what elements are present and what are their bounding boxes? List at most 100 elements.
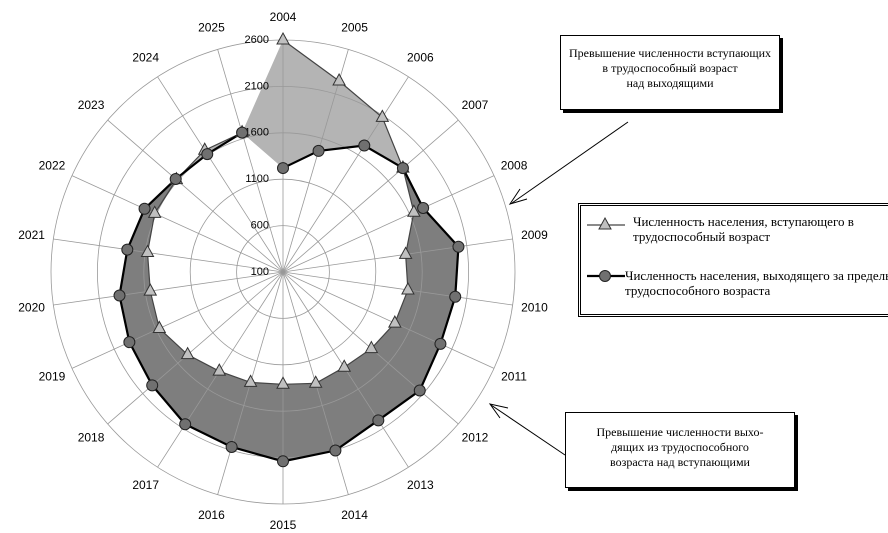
marker bbox=[123, 336, 136, 349]
category-label: 2012 bbox=[462, 431, 489, 445]
category-label: 2020 bbox=[18, 300, 45, 314]
spoke bbox=[217, 49, 284, 273]
spoke bbox=[282, 238, 513, 273]
series-line bbox=[118, 131, 460, 463]
marker bbox=[138, 202, 151, 215]
marker bbox=[449, 290, 462, 303]
category-label: 2025 bbox=[198, 20, 225, 34]
r-tick-label: 600 bbox=[251, 220, 269, 232]
marker bbox=[121, 243, 134, 256]
marker bbox=[143, 283, 158, 296]
category-label: 2009 bbox=[521, 228, 548, 242]
annotation-line: дящих из трудоспособного bbox=[611, 440, 749, 454]
spoke bbox=[282, 271, 495, 369]
marker bbox=[364, 340, 379, 354]
spoke bbox=[282, 49, 349, 273]
marker bbox=[201, 148, 214, 161]
marker bbox=[152, 320, 167, 333]
category-label: 2013 bbox=[407, 478, 434, 492]
r-tick-label: 2100 bbox=[245, 80, 269, 92]
marker bbox=[179, 418, 192, 431]
category-label: 2016 bbox=[198, 508, 225, 522]
r-tick-label: 1600 bbox=[245, 127, 269, 139]
spoke bbox=[71, 271, 284, 369]
category-label: 2004 bbox=[270, 10, 297, 24]
spoke bbox=[107, 271, 284, 425]
spoke bbox=[107, 119, 284, 273]
marker bbox=[276, 31, 290, 45]
category-label: 2006 bbox=[407, 50, 434, 64]
spoke bbox=[53, 238, 284, 273]
marker bbox=[417, 202, 430, 215]
marker bbox=[388, 315, 402, 328]
marker bbox=[398, 246, 413, 259]
marker bbox=[180, 346, 195, 360]
marker bbox=[358, 139, 371, 152]
category-label: 2021 bbox=[18, 228, 45, 242]
legend-marker bbox=[598, 216, 612, 230]
category-label: 2011 bbox=[501, 370, 527, 384]
category-label: 2010 bbox=[521, 300, 548, 314]
category-label: 2014 bbox=[341, 508, 368, 522]
marker bbox=[312, 144, 325, 157]
marker bbox=[375, 109, 390, 122]
spoke bbox=[282, 76, 409, 273]
marker bbox=[243, 374, 258, 387]
marker bbox=[225, 440, 238, 453]
arrow bbox=[490, 404, 566, 456]
r-tick-label: 2600 bbox=[245, 34, 269, 46]
legend: Численность населения, вступающего в тру… bbox=[578, 203, 888, 317]
spoke bbox=[157, 76, 284, 273]
marker bbox=[113, 289, 126, 302]
annotation-line: над выходящими bbox=[626, 76, 714, 90]
category-label: 2024 bbox=[132, 50, 159, 64]
marker bbox=[406, 204, 421, 217]
category-label: 2023 bbox=[78, 98, 105, 112]
category-label: 2015 bbox=[270, 518, 297, 532]
spoke bbox=[282, 119, 459, 273]
spoke bbox=[71, 175, 284, 273]
r-tick-label: 1100 bbox=[245, 173, 269, 185]
arrow-head bbox=[488, 403, 509, 419]
r-tick-label: 100 bbox=[251, 266, 269, 278]
marker bbox=[277, 162, 289, 175]
category-label: 2007 bbox=[462, 98, 489, 112]
category-label: 2005 bbox=[341, 20, 368, 34]
annotation-line: возраста над вступающими bbox=[610, 455, 750, 469]
arrow bbox=[511, 121, 629, 204]
marker bbox=[329, 444, 342, 457]
annotation: Превышение численности вступающих в трудо… bbox=[560, 35, 780, 110]
marker bbox=[372, 414, 385, 427]
annotation-line: Превышение численности выхо- bbox=[596, 425, 764, 439]
marker bbox=[276, 376, 290, 389]
marker bbox=[236, 126, 249, 139]
marker bbox=[332, 72, 346, 86]
marker bbox=[396, 162, 409, 175]
marker bbox=[277, 455, 289, 468]
marker bbox=[452, 240, 465, 253]
arrow-head bbox=[508, 188, 528, 205]
marker bbox=[434, 337, 447, 350]
series-line bbox=[146, 39, 415, 385]
category-label: 2019 bbox=[39, 370, 66, 384]
category-label: 2017 bbox=[132, 478, 159, 492]
marker bbox=[308, 375, 323, 388]
spoke bbox=[282, 271, 513, 306]
marker bbox=[147, 205, 162, 218]
marker bbox=[401, 281, 415, 295]
legend-symbols bbox=[587, 216, 625, 282]
category-label: 2008 bbox=[501, 159, 528, 173]
spoke bbox=[53, 271, 284, 306]
category-label: 2018 bbox=[78, 431, 105, 445]
category-label: 2022 bbox=[39, 159, 66, 173]
marker bbox=[169, 173, 182, 186]
marker bbox=[146, 379, 159, 392]
marker bbox=[212, 363, 227, 376]
marker bbox=[337, 359, 352, 372]
marker bbox=[413, 384, 426, 397]
marker bbox=[140, 244, 155, 258]
legend-marker bbox=[599, 270, 611, 282]
annotation-line: Превышение численности вступающих bbox=[568, 46, 772, 60]
